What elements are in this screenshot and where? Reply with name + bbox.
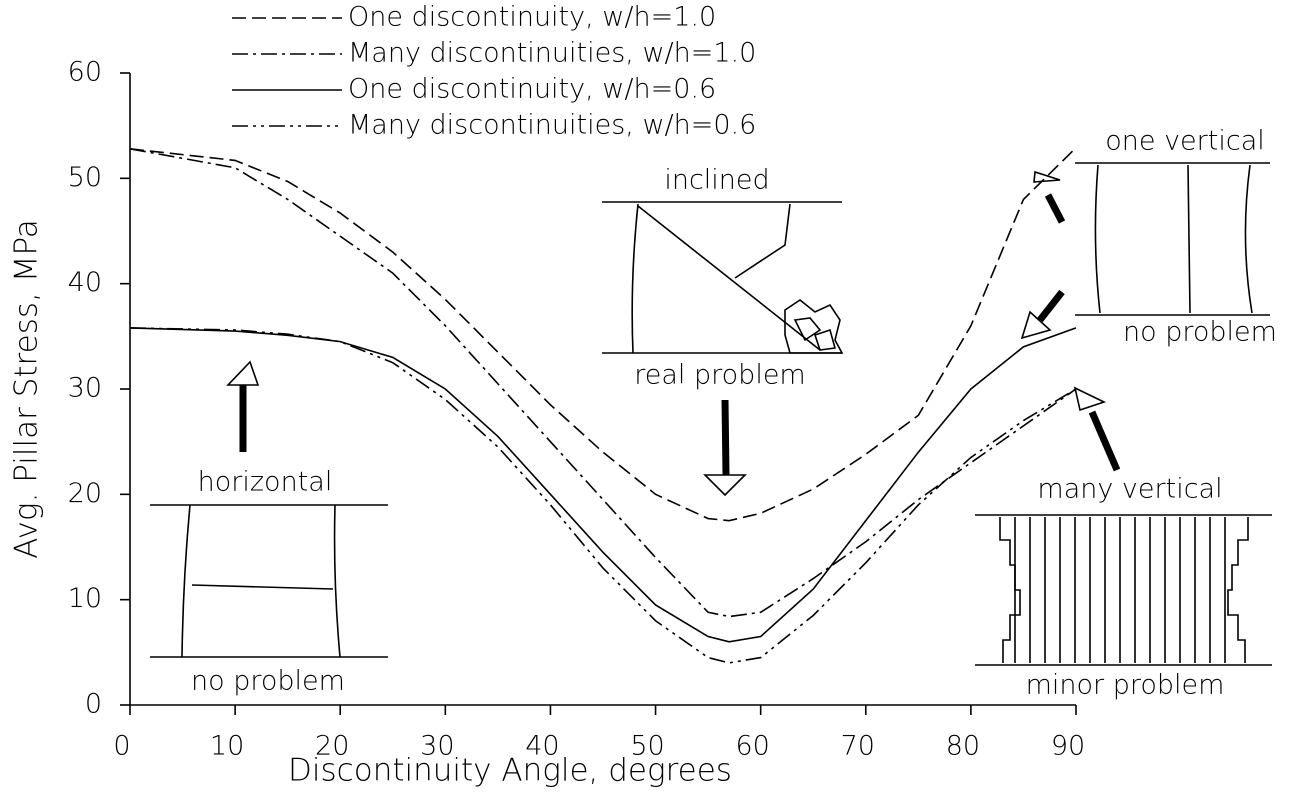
x-tick-label: 70 [841, 731, 875, 762]
y-tick-label: 60 [68, 57, 102, 88]
arrows [226, 170, 1121, 497]
annotation: one vertical [1105, 126, 1265, 157]
x-tick-label: 90 [1051, 731, 1085, 762]
annotation: minor problem [1026, 670, 1225, 701]
annotation: no problem [1123, 317, 1277, 348]
annotation: inclined [664, 165, 769, 196]
y-tick-label: 40 [68, 267, 102, 298]
y-axis-title: Avg. Pillar Stress, MPa [9, 219, 45, 559]
pillar-drawings [150, 162, 1272, 666]
series-line [129, 327, 1077, 643]
y-tick-label: 30 [68, 373, 102, 404]
series-line [129, 147, 1077, 522]
legend-label: Many discontinuities, w/h=1.0 [348, 38, 756, 69]
series-line [129, 148, 1077, 618]
legend-label: One discontinuity, w/h=0.6 [348, 74, 716, 105]
y-tick-label: 20 [68, 478, 102, 509]
legend-label: One discontinuity, w/h=1.0 [348, 2, 716, 33]
x-tick-label: 10 [210, 731, 244, 762]
x-tick-label: 60 [735, 731, 769, 762]
x-axis-title: Discontinuity Angle, degrees [288, 753, 732, 789]
x-tick-label: 30 [420, 731, 454, 762]
x-tick-label: 80 [946, 731, 980, 762]
series-line [129, 327, 1077, 664]
y-tick-label: 50 [68, 162, 102, 193]
x-tick-label: 20 [315, 731, 349, 762]
x-tick-label: 0 [113, 731, 130, 762]
legend-label: Many discontinuities, w/h=0.6 [348, 110, 756, 141]
y-tick-label: 10 [68, 583, 102, 614]
x-tick-label: 40 [525, 731, 559, 762]
annotation: many vertical [1037, 474, 1222, 505]
x-tick-label: 50 [630, 731, 664, 762]
y-tick-label: 0 [85, 689, 102, 720]
annotation: no problem [191, 666, 345, 697]
annotation: horizontal [198, 467, 333, 498]
annotation: real problem [634, 360, 805, 391]
